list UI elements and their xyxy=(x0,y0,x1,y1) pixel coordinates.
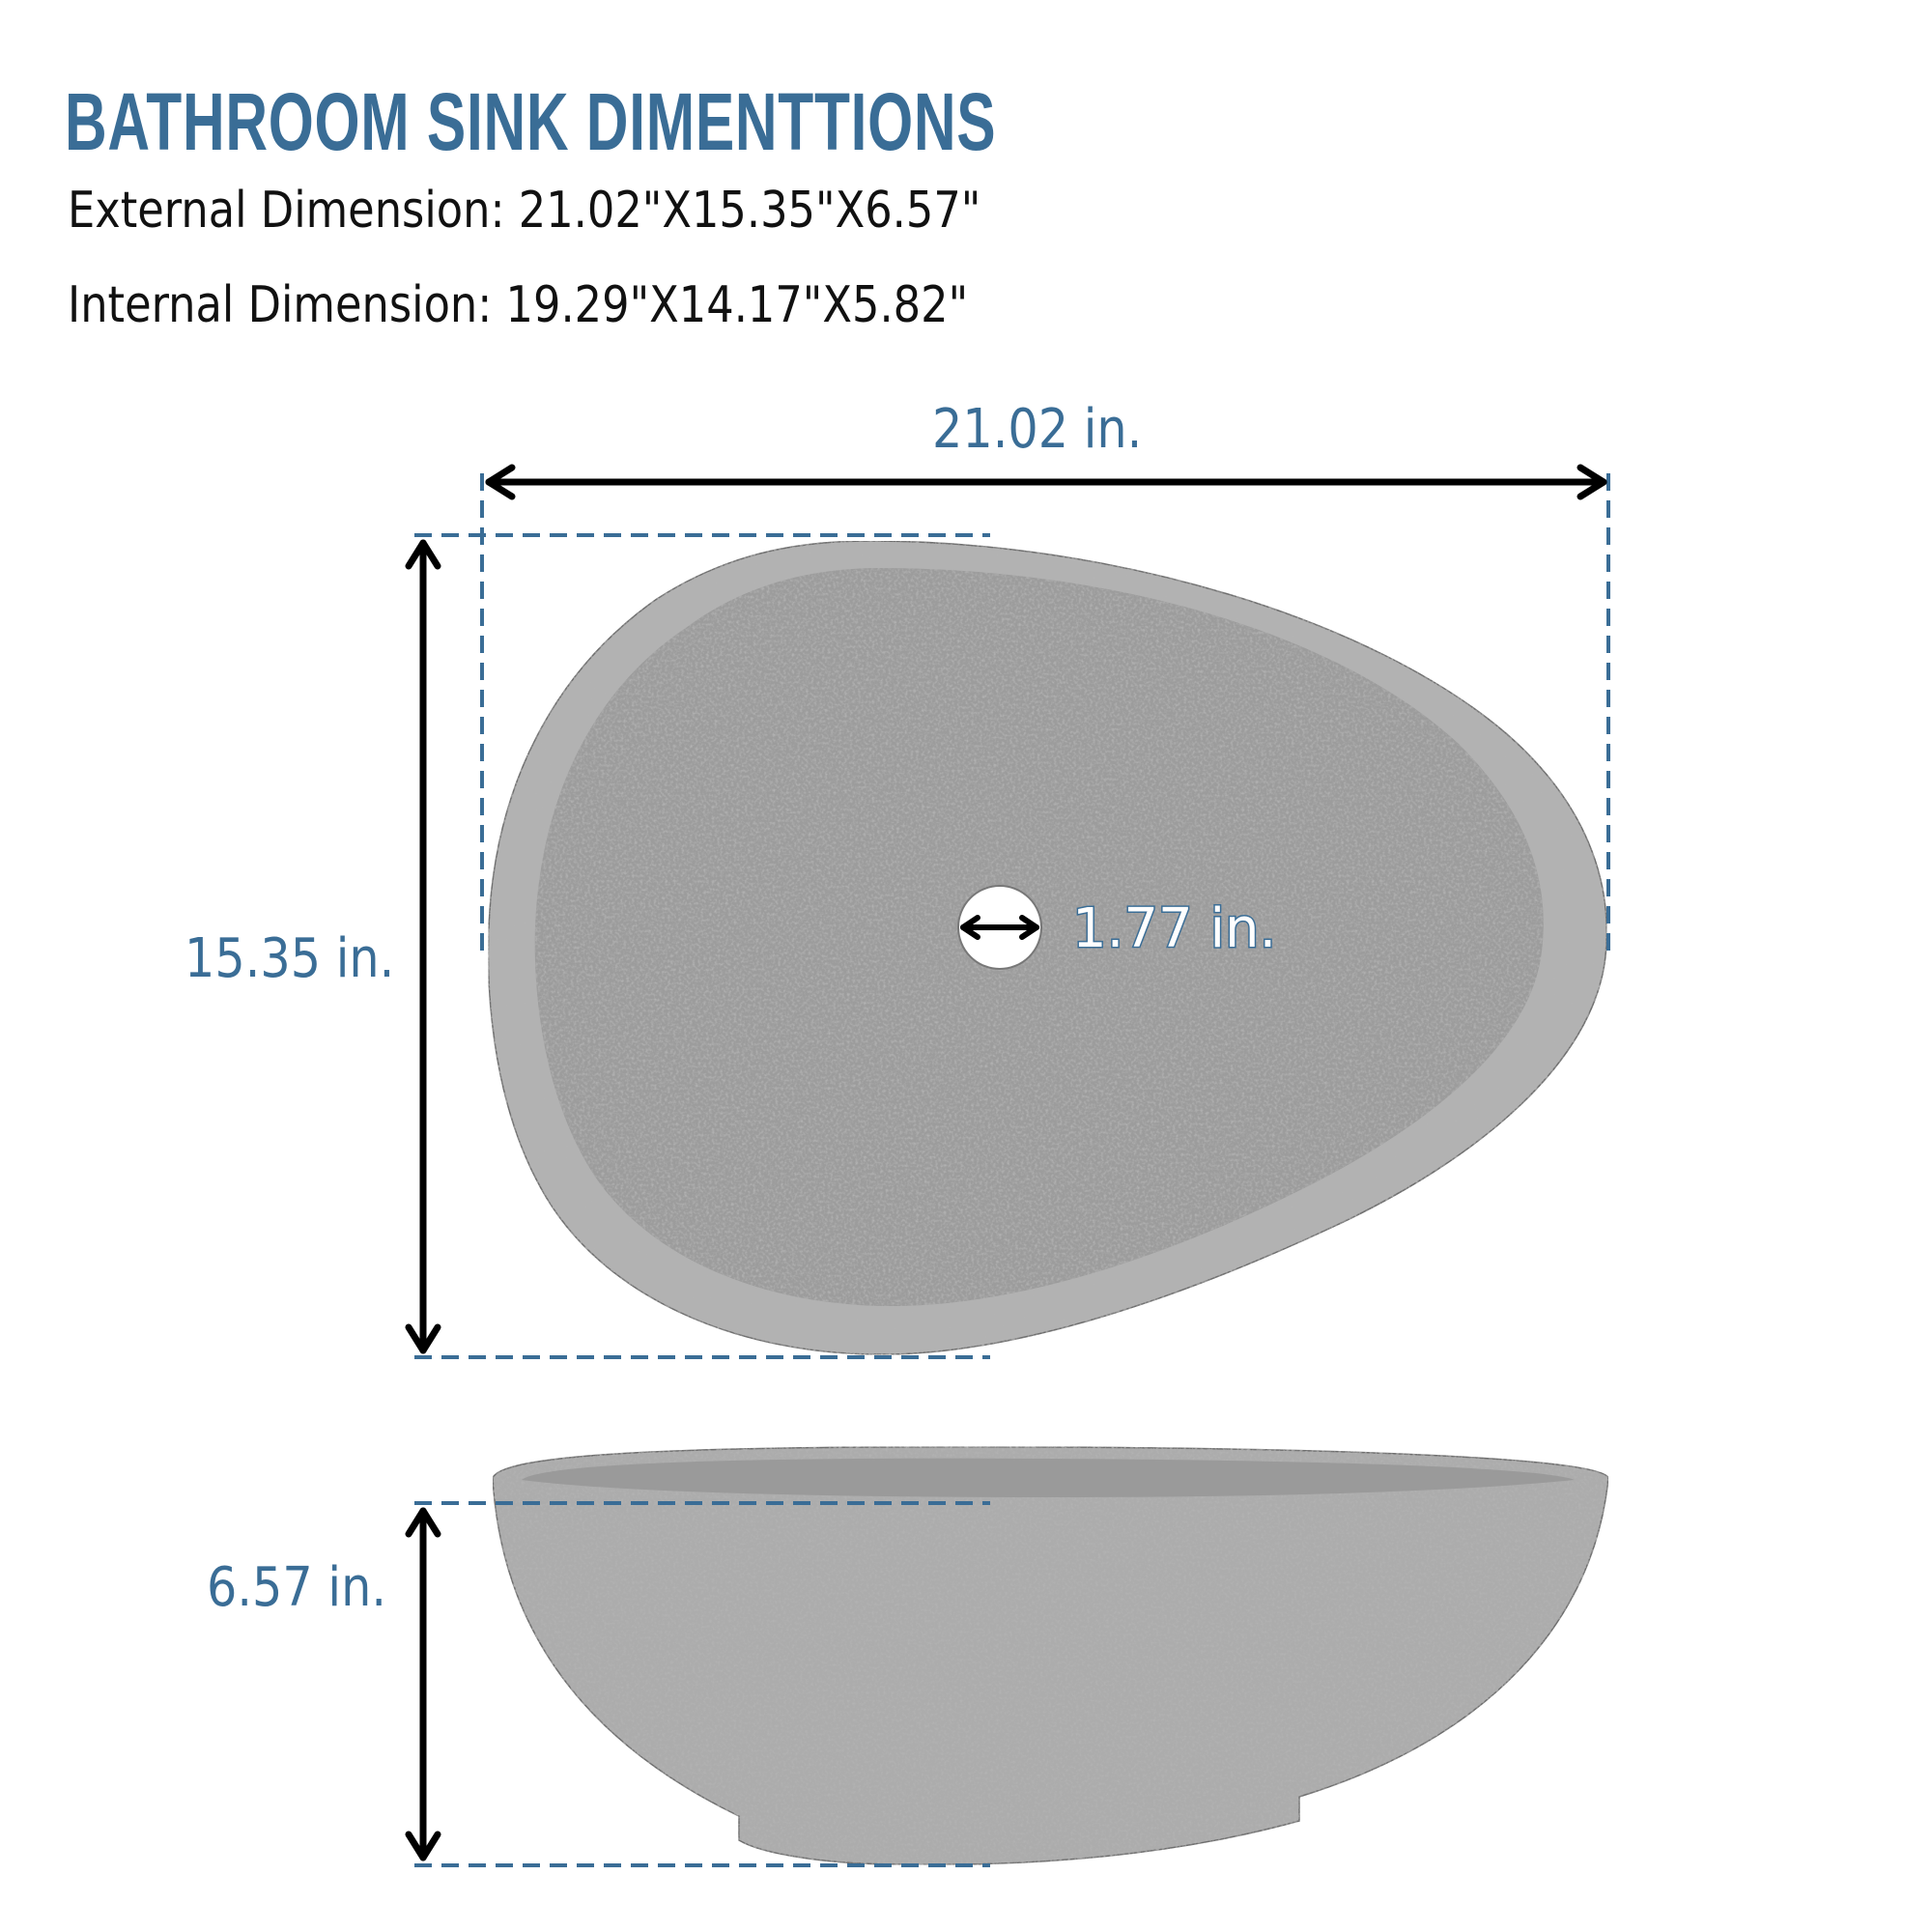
drain-label: 1.77 in. xyxy=(1072,897,1276,960)
width-label: 21.02 in. xyxy=(932,398,1143,461)
internal-dimension-text: Internal Dimension: 19.29"X14.17"X5.82" xyxy=(68,276,969,334)
sink-side-view xyxy=(492,1445,1609,1866)
length-label: 15.35 in. xyxy=(185,927,395,990)
width-arrow xyxy=(485,464,1607,500)
page-title: BATHROOM SINK DIMENTTIONS xyxy=(65,76,997,167)
height-arrow xyxy=(405,1507,441,1861)
height-label: 6.57 in. xyxy=(207,1556,386,1619)
sink-top-view xyxy=(487,540,1607,1355)
guide-lines xyxy=(414,473,1610,1867)
length-arrow xyxy=(405,539,441,1354)
drain-arrow xyxy=(960,915,1039,940)
external-dimension-text: External Dimension: 21.02"X15.35"X6.57" xyxy=(68,182,981,240)
